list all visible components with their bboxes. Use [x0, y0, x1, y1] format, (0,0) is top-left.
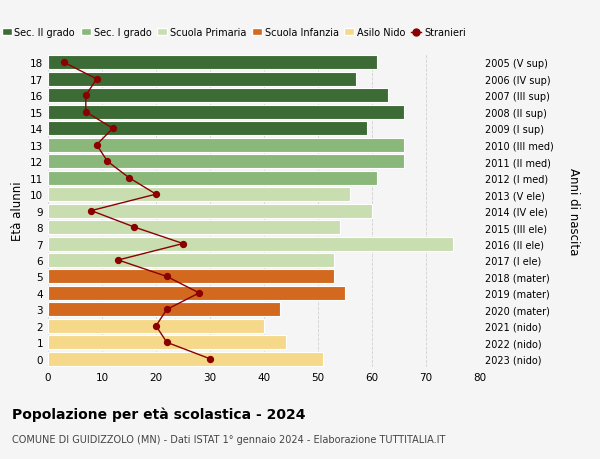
Point [81, 92, 91, 100]
Point [162, 339, 172, 346]
Point [162, 306, 172, 313]
Bar [48, 352, 323, 366]
Point [113, 257, 123, 264]
Point [81, 109, 91, 116]
Bar [48, 73, 356, 87]
Point [59, 60, 69, 67]
Point [108, 125, 118, 133]
Point [151, 323, 161, 330]
Point [92, 76, 101, 84]
Legend: Sec. II grado, Sec. I grado, Scuola Primaria, Scuola Infanzia, Asilo Nido, Stran: Sec. II grado, Sec. I grado, Scuola Prim… [0, 24, 470, 42]
Bar [48, 286, 345, 300]
Bar [48, 122, 367, 136]
Point [205, 355, 215, 363]
Bar [48, 171, 377, 185]
Bar [48, 89, 388, 103]
Bar [48, 155, 404, 169]
Bar [48, 221, 340, 235]
Bar [48, 336, 286, 350]
Bar [48, 204, 372, 218]
Point [86, 207, 96, 215]
Point [103, 158, 112, 166]
Bar [48, 56, 377, 70]
Point [194, 290, 204, 297]
Text: Popolazione per età scolastica - 2024: Popolazione per età scolastica - 2024 [12, 406, 305, 421]
Bar [48, 253, 334, 268]
Bar [48, 237, 453, 251]
Point [130, 224, 139, 231]
Y-axis label: Età alunni: Età alunni [11, 181, 25, 241]
Text: COMUNE DI GUIDIZZOLO (MN) - Dati ISTAT 1° gennaio 2024 - Elaborazione TUTTITALIA: COMUNE DI GUIDIZZOLO (MN) - Dati ISTAT 1… [12, 434, 445, 444]
Bar [48, 139, 404, 152]
Bar [48, 188, 350, 202]
Point [151, 191, 161, 198]
Point [162, 273, 172, 280]
Bar [48, 303, 280, 317]
Bar [48, 106, 404, 119]
Point [124, 174, 134, 182]
Y-axis label: Anni di nascita: Anni di nascita [568, 168, 581, 255]
Point [92, 142, 101, 149]
Point [178, 241, 188, 248]
Bar [48, 270, 334, 284]
Bar [48, 319, 264, 333]
